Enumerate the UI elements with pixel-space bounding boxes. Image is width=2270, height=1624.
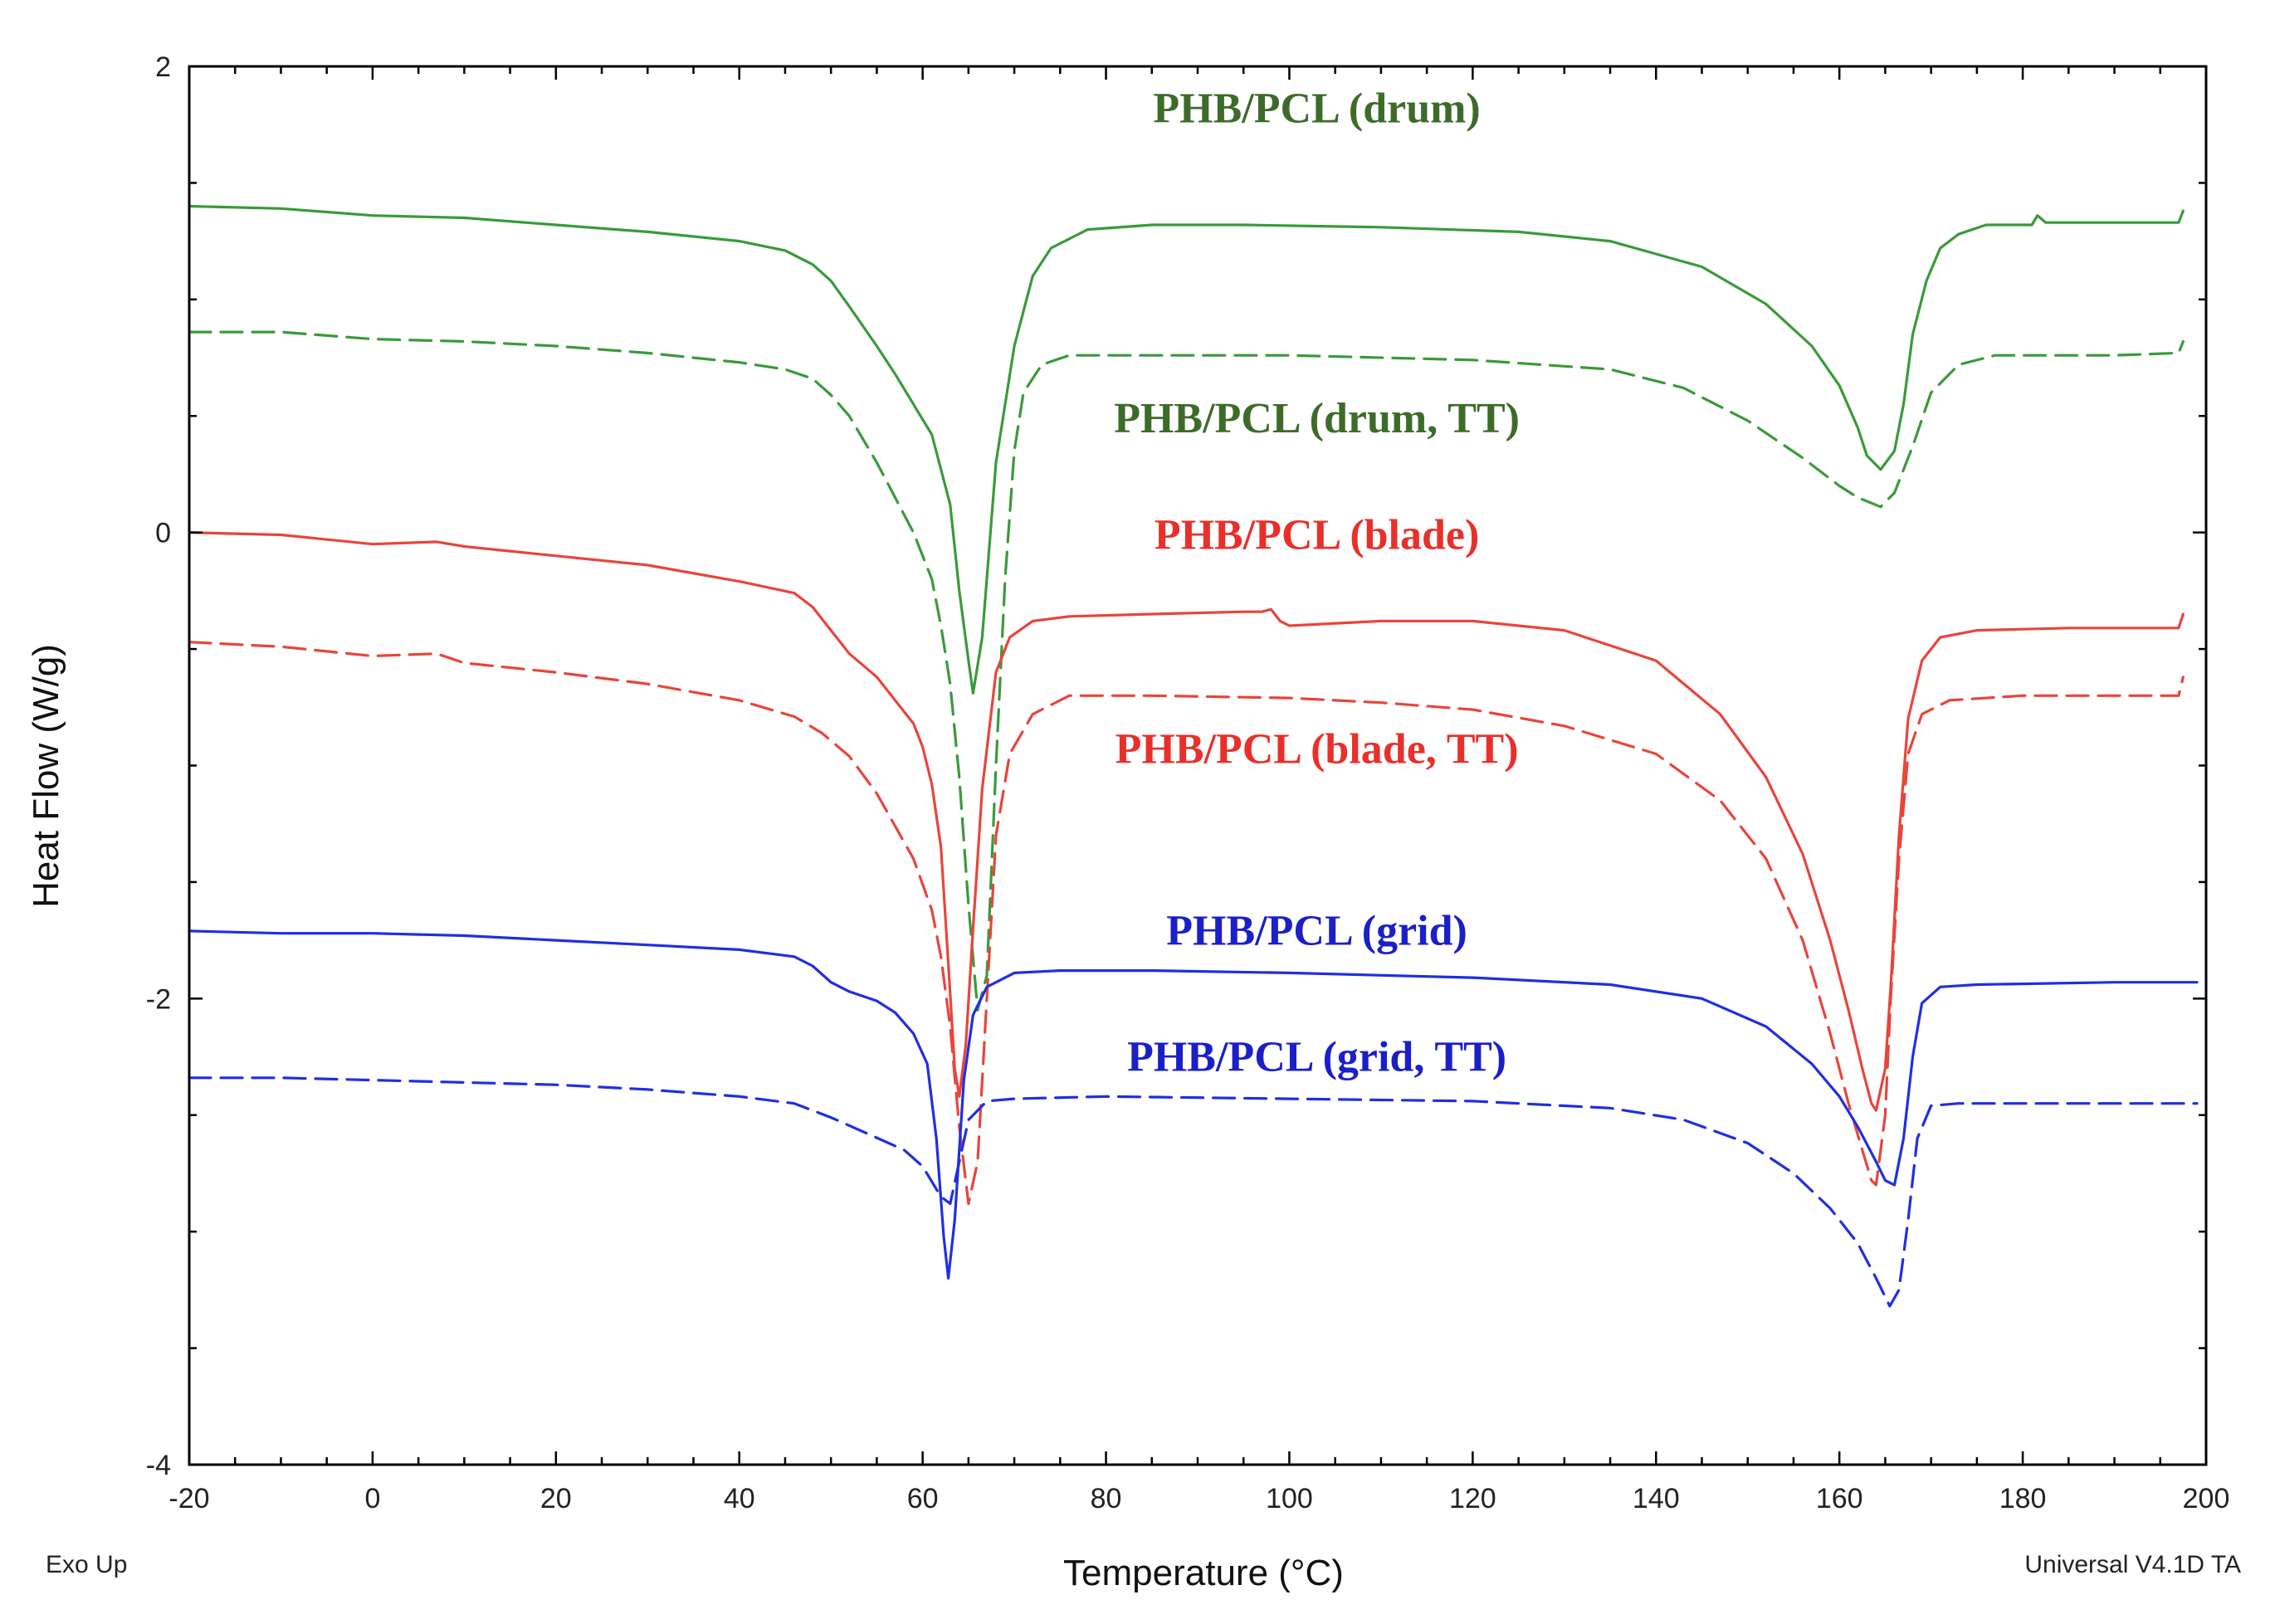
x-tick-label: 20 <box>540 1483 572 1514</box>
x-axis-title: Temperature (°C) <box>1063 1553 1344 1593</box>
x-tick-label: -20 <box>168 1483 209 1514</box>
x-tick-label: 80 <box>1091 1483 1122 1514</box>
x-tick-label: 60 <box>907 1483 939 1514</box>
x-tick-label: 40 <box>724 1483 755 1514</box>
series-label-phb-pcl-blade-tt: PHB/PCL (blade, TT) <box>1115 726 1519 773</box>
series-line-phb-pcl-drum <box>188 204 2185 695</box>
x-tick-label: 0 <box>364 1483 380 1514</box>
x-tick-label: 180 <box>1999 1483 2047 1514</box>
exo-up-note: Exo Up <box>46 1551 127 1578</box>
y-tick-label: -2 <box>146 983 171 1015</box>
series-line-phb-pcl-drum-tt <box>188 330 2185 1012</box>
y-tick-label: 2 <box>155 51 171 83</box>
x-tick-label: 120 <box>1449 1483 1496 1514</box>
series-line-phb-pcl-blade <box>188 531 2185 1112</box>
series-line-phb-pcl-grid <box>188 929 2199 1280</box>
y-tick-label: 0 <box>155 518 171 549</box>
series-label-phb-pcl-drum-tt: PHB/PCL (drum, TT) <box>1114 395 1520 442</box>
y-axis-title: Heat Flow (W/g) <box>26 644 66 908</box>
label-layer: PHB/PCL (drum) PHB/PCL (drum, TT) PHB/PCL … <box>1114 85 1520 1080</box>
series-label-phb-pcl-grid-tt: PHB/PCL (grid, TT) <box>1127 1033 1506 1080</box>
series-label-phb-pcl-drum: PHB/PCL (drum) <box>1153 85 1480 132</box>
software-version-note: Universal V4.1D TA <box>2024 1551 2241 1578</box>
x-tick-label: 160 <box>1816 1483 1863 1514</box>
series-label-phb-pcl-blade: PHB/PCL (blade) <box>1155 511 1479 558</box>
series-label-phb-pcl-grid: PHB/PCL (grid) <box>1166 908 1467 955</box>
y-tick-label: -4 <box>146 1450 171 1481</box>
x-tick-label: 200 <box>2183 1483 2230 1514</box>
axes-layer: -20 0 20 40 60 80 100 120 140 160 180 200-4-202 <box>146 51 2230 1514</box>
series-line-phb-pcl-grid-tt <box>188 1076 2199 1308</box>
series-line-phb-pcl-blade-tt <box>188 641 2185 1206</box>
series-layer <box>188 204 2199 1308</box>
x-tick-label: 100 <box>1266 1483 1313 1514</box>
x-tick-label: 140 <box>1633 1483 1680 1514</box>
